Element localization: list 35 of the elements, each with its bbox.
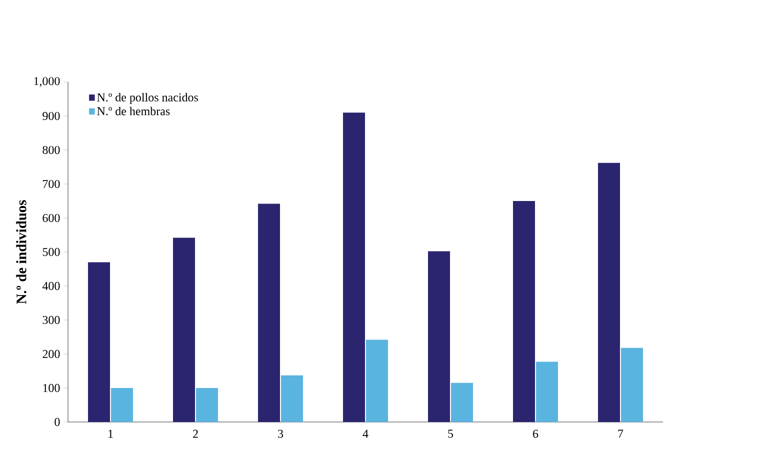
y-tick-label: 700 — [42, 180, 60, 188]
y-tick-label: 100 — [43, 384, 60, 392]
bar — [258, 204, 280, 422]
y-tick-label: 900 — [42, 112, 60, 120]
bar — [536, 362, 558, 422]
bar — [281, 375, 303, 422]
x-tick-label: 1 — [108, 430, 113, 438]
bar — [451, 382, 473, 422]
bar — [173, 238, 196, 422]
bar — [196, 388, 218, 422]
y-tick-label: 400 — [42, 282, 60, 290]
x-tick-label: 3 — [278, 430, 284, 438]
y-axis-title: N.º de individuos — [16, 200, 26, 304]
bar — [366, 340, 388, 422]
y-tick-label: 200 — [42, 350, 60, 358]
bar — [428, 251, 450, 422]
x-tick-label: 2 — [193, 430, 198, 438]
x-tick-label: 7 — [618, 430, 624, 438]
y-tick-label: 600 — [42, 214, 60, 222]
legend-label: N.º de hembras — [97, 106, 170, 116]
y-tick-label: 800 — [42, 146, 60, 154]
legend-label: N.º de pollos nacidos — [97, 92, 198, 104]
y-tick-label: 1,000 — [34, 77, 60, 87]
x-tick-label: 4 — [362, 430, 368, 438]
y-tick-label: 0 — [54, 418, 60, 426]
y-tick-label: 300 — [42, 316, 60, 324]
bar — [343, 112, 365, 422]
bar — [598, 162, 620, 422]
bar — [513, 200, 535, 422]
bar — [620, 348, 643, 422]
bar — [88, 262, 110, 422]
x-tick-label: 6 — [533, 430, 538, 438]
x-tick-label: 5 — [448, 430, 454, 438]
bar — [111, 388, 134, 422]
y-tick-label: 500 — [42, 248, 60, 256]
